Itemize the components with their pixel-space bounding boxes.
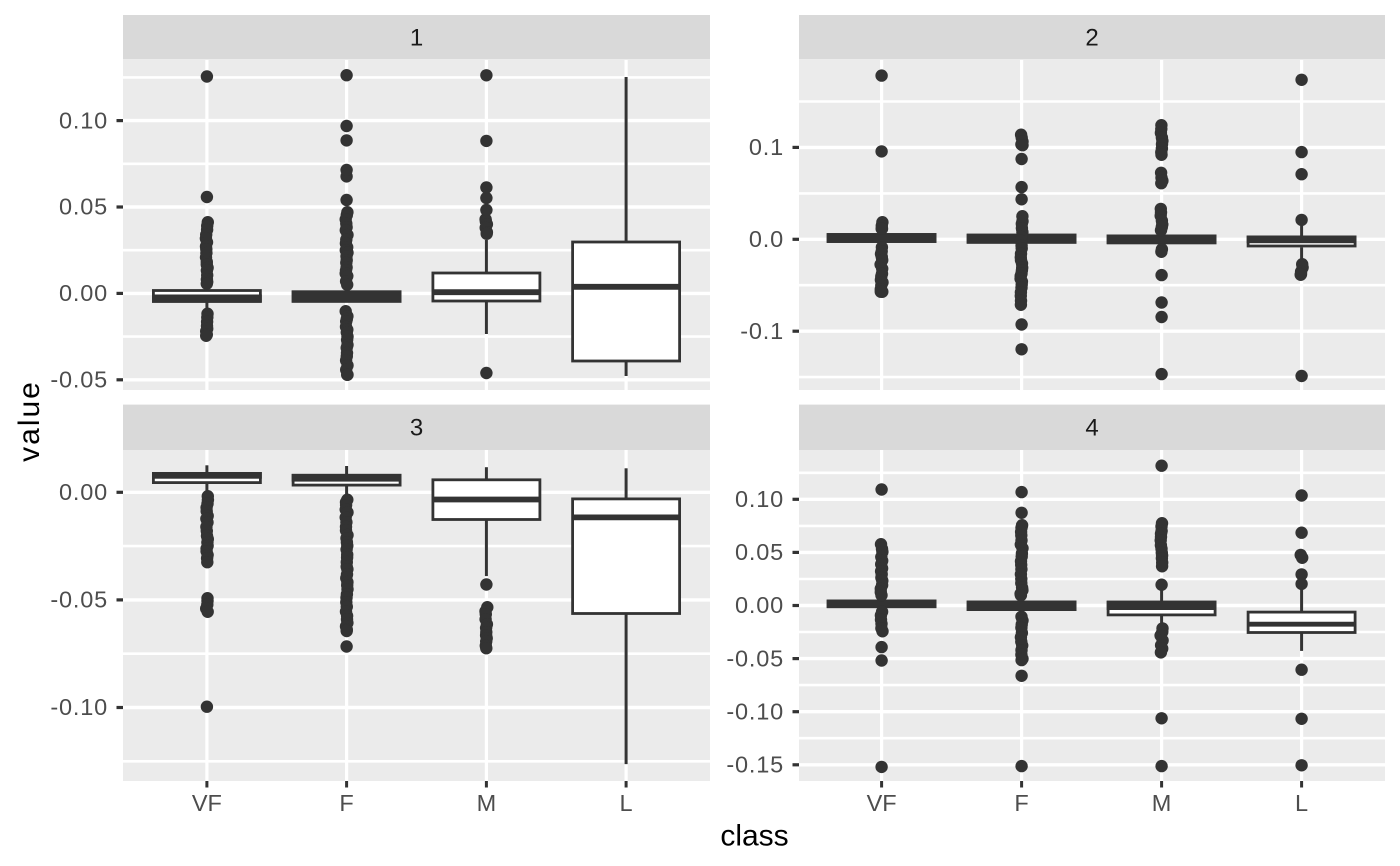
svg-text:0.00: 0.00 <box>59 479 108 505</box>
svg-text:-0.05: -0.05 <box>50 367 108 393</box>
svg-text:-0.1: -0.1 <box>740 318 784 344</box>
svg-text:value: value <box>13 380 46 462</box>
svg-text:-0.15: -0.15 <box>726 752 784 778</box>
svg-text:2: 2 <box>1085 25 1098 52</box>
svg-text:class: class <box>720 820 788 853</box>
svg-text:-0.10: -0.10 <box>726 698 784 724</box>
svg-text:VF: VF <box>192 790 222 816</box>
svg-text:-0.10: -0.10 <box>50 694 108 720</box>
svg-text:L: L <box>620 790 633 816</box>
svg-text:VF: VF <box>867 790 897 816</box>
svg-text:1: 1 <box>410 25 423 52</box>
svg-text:F: F <box>339 790 353 816</box>
svg-text:0.00: 0.00 <box>59 280 108 306</box>
svg-text:L: L <box>1295 790 1308 816</box>
svg-text:0.1: 0.1 <box>749 134 784 160</box>
svg-text:-0.05: -0.05 <box>726 645 784 671</box>
svg-text:M: M <box>477 790 497 816</box>
svg-text:3: 3 <box>410 415 423 442</box>
svg-text:F: F <box>1014 790 1028 816</box>
svg-text:0.10: 0.10 <box>59 107 108 133</box>
svg-text:0.10: 0.10 <box>735 486 784 512</box>
svg-text:M: M <box>1152 790 1172 816</box>
svg-text:0.05: 0.05 <box>735 539 784 565</box>
svg-text:0.00: 0.00 <box>735 592 784 618</box>
svg-text:-0.05: -0.05 <box>50 587 108 613</box>
svg-text:0.0: 0.0 <box>749 226 784 252</box>
svg-text:4: 4 <box>1085 415 1098 442</box>
svg-text:0.05: 0.05 <box>59 194 108 220</box>
